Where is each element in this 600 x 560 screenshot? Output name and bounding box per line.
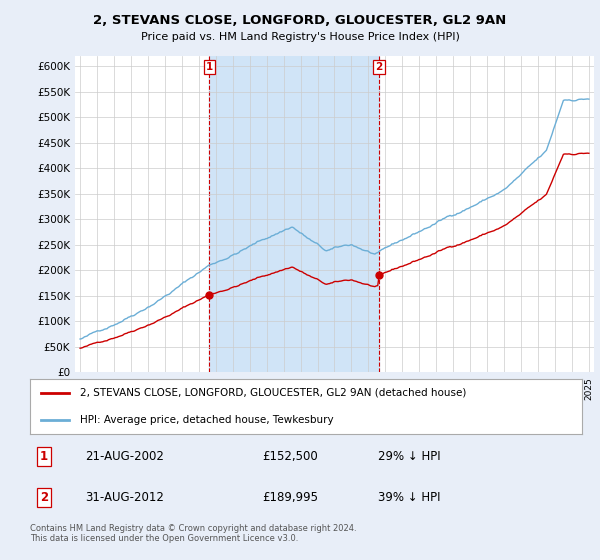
Text: 2, STEVANS CLOSE, LONGFORD, GLOUCESTER, GL2 9AN: 2, STEVANS CLOSE, LONGFORD, GLOUCESTER, … xyxy=(94,14,506,27)
Text: Price paid vs. HM Land Registry's House Price Index (HPI): Price paid vs. HM Land Registry's House … xyxy=(140,32,460,43)
Text: 31-AUG-2012: 31-AUG-2012 xyxy=(85,491,164,504)
Text: 2, STEVANS CLOSE, LONGFORD, GLOUCESTER, GL2 9AN (detached house): 2, STEVANS CLOSE, LONGFORD, GLOUCESTER, … xyxy=(80,388,466,398)
Text: 2: 2 xyxy=(376,62,383,72)
Text: £189,995: £189,995 xyxy=(262,491,318,504)
Bar xyxy=(209,56,379,372)
Text: 29% ↓ HPI: 29% ↓ HPI xyxy=(378,450,440,463)
Text: 2: 2 xyxy=(40,491,48,504)
Text: 1: 1 xyxy=(40,450,48,463)
Text: Contains HM Land Registry data © Crown copyright and database right 2024.
This d: Contains HM Land Registry data © Crown c… xyxy=(30,524,356,543)
Text: HPI: Average price, detached house, Tewkesbury: HPI: Average price, detached house, Tewk… xyxy=(80,416,334,425)
Text: £152,500: £152,500 xyxy=(262,450,317,463)
Text: 1: 1 xyxy=(206,62,213,72)
Text: 39% ↓ HPI: 39% ↓ HPI xyxy=(378,491,440,504)
Text: 21-AUG-2002: 21-AUG-2002 xyxy=(85,450,164,463)
